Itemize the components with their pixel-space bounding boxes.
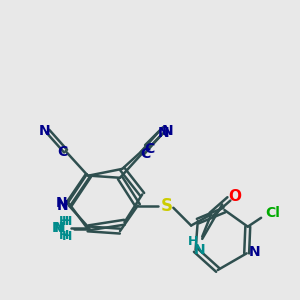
Text: N: N [162, 124, 174, 138]
Text: N: N [54, 221, 66, 235]
Text: H: H [59, 214, 70, 228]
Text: C: C [144, 142, 154, 156]
Text: Cl: Cl [265, 206, 280, 220]
Text: H: H [188, 235, 199, 248]
Text: C: C [57, 145, 67, 159]
Text: N: N [249, 245, 260, 259]
Text: H: H [61, 230, 72, 243]
Text: N: N [39, 124, 50, 138]
Text: N: N [56, 199, 68, 213]
Text: S: S [161, 196, 173, 214]
Text: N: N [158, 126, 169, 140]
Text: N: N [52, 221, 64, 235]
Text: H: H [59, 229, 70, 242]
Text: N: N [55, 196, 67, 210]
Text: N: N [194, 243, 206, 257]
Text: O: O [228, 189, 241, 204]
Text: C: C [140, 147, 151, 161]
Text: H: H [61, 214, 72, 228]
